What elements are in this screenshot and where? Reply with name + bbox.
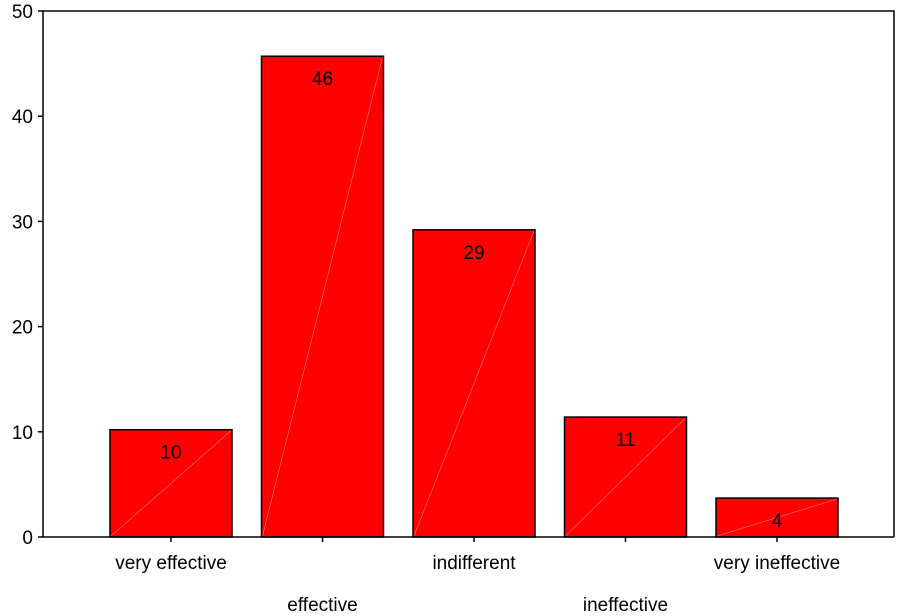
bar-diagonal xyxy=(565,417,686,537)
x-tick-label: indifferent xyxy=(432,553,516,574)
bar xyxy=(715,497,839,538)
y-tick-label: 20 xyxy=(12,318,33,339)
bar-series: 10 46 29 11 4 xyxy=(109,55,839,538)
x-tick-label: very ineffective xyxy=(714,553,840,574)
data-label: 29 xyxy=(463,243,484,264)
x-axis: very effective effective indifferent ineffe… xyxy=(43,536,894,616)
y-tick-label: 0 xyxy=(22,528,33,549)
data-label: 11 xyxy=(616,430,636,451)
x-tick-label: effective xyxy=(287,595,357,616)
y-tick-label: 40 xyxy=(12,107,33,128)
bar-diagonal xyxy=(716,498,838,537)
x-tick-label: ineffective xyxy=(583,595,668,616)
bar-diagonal xyxy=(413,230,535,537)
bar-diagonal xyxy=(262,57,383,537)
y-axis: 0 10 20 30 40 50 xyxy=(12,2,895,549)
data-label: 4 xyxy=(772,511,783,532)
data-label: 10 xyxy=(160,443,181,464)
x-tick-label: very effective xyxy=(115,553,227,574)
y-tick-label: 50 xyxy=(12,2,33,23)
data-label: 46 xyxy=(312,69,333,90)
y-tick-label: 30 xyxy=(12,212,33,233)
plot-frame xyxy=(42,10,895,537)
bar-diagonal xyxy=(110,430,232,537)
y-tick-label: 10 xyxy=(12,423,33,444)
